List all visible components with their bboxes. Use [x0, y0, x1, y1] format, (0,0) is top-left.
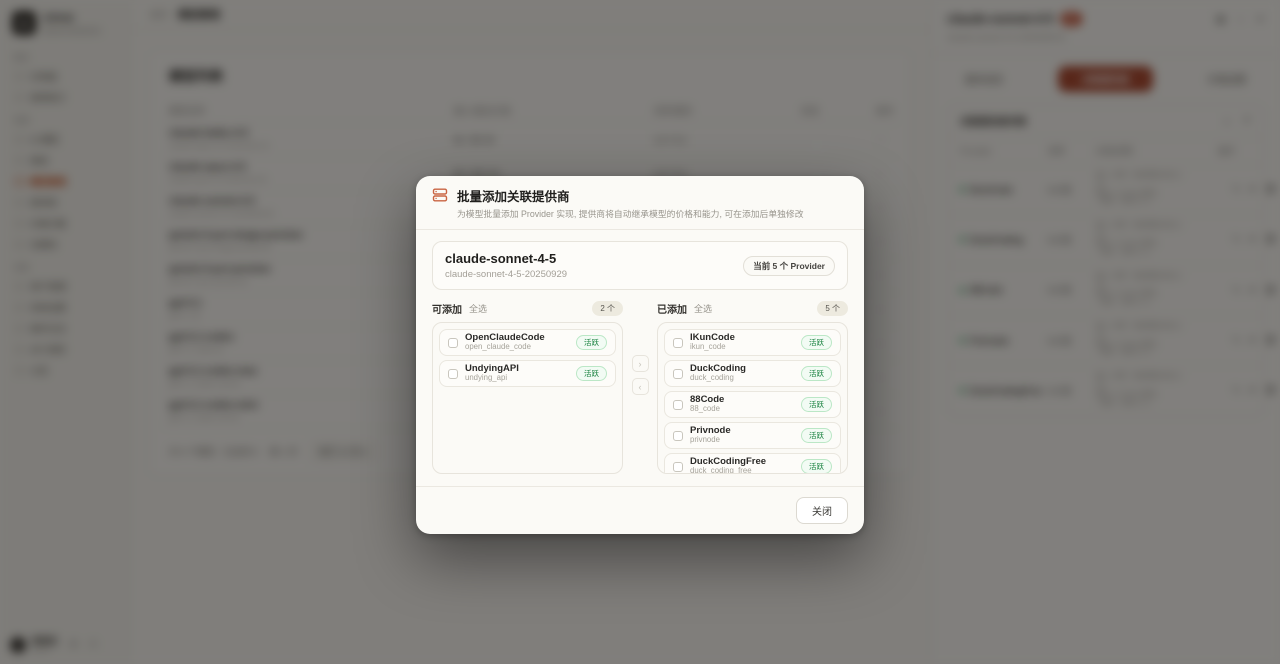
modal-footer: 关闭 — [416, 486, 864, 534]
added-provider-list: IKunCode ikun_code 活跃 DuckCoding duck_co… — [657, 322, 848, 474]
added-select-all[interactable]: 全选 — [694, 304, 713, 314]
current-provider-count-badge: 当前 5 个 Provider — [743, 255, 835, 276]
checkbox[interactable] — [673, 399, 683, 410]
checkbox[interactable] — [673, 461, 683, 472]
active-status-badge: 活跃 — [801, 366, 832, 381]
provider-name: Privnode — [690, 424, 731, 436]
close-button[interactable]: 关闭 — [796, 497, 848, 524]
checkbox[interactable] — [673, 337, 683, 348]
active-status-badge: 活跃 — [801, 459, 832, 473]
provider-name: 88Code — [690, 393, 725, 405]
stacked-rows-icon — [432, 188, 448, 202]
added-count-badge: 5 个 — [817, 301, 848, 316]
active-status-badge: 活跃 — [576, 366, 607, 381]
checkbox[interactable] — [448, 337, 458, 348]
active-status-badge: 活跃 — [801, 397, 832, 412]
provider-name: DuckCoding — [690, 362, 746, 374]
provider-option[interactable]: UndyingAPI undying_api 活跃 — [439, 360, 616, 387]
added-title: 已添加 — [657, 305, 687, 316]
provider-code: open_claude_code — [465, 342, 531, 352]
provider-code: duck_coding_free — [690, 466, 752, 474]
checkbox[interactable] — [448, 368, 458, 379]
provider-code: undying_api — [465, 373, 508, 383]
move-left-button[interactable]: ‹ — [631, 378, 649, 395]
provider-option[interactable]: Privnode privnode 活跃 — [664, 422, 841, 449]
chevron-left-icon: ‹ — [638, 381, 642, 392]
available-column: 可添加 全选 2 个 OpenClaudeCode open_claude_co… — [432, 301, 623, 474]
model-code: claude-sonnet-4-5-20250929 — [445, 269, 568, 280]
active-status-badge: 活跃 — [576, 335, 607, 350]
provider-code: 88_code — [690, 404, 720, 414]
added-column: 已添加 全选 5 个 IKunCode ikun_code 活跃 — [657, 301, 848, 474]
available-count-badge: 2 个 — [592, 301, 623, 316]
available-title: 可添加 — [432, 305, 462, 316]
provider-option[interactable]: DuckCodingFree duck_coding_free 活跃 — [664, 453, 841, 474]
provider-option[interactable]: DuckCoding duck_coding 活跃 — [664, 360, 841, 387]
modal-subtitle: 为模型批量添加 Provider 实现, 提供商将自动继承模型的价格和能力, 可… — [457, 209, 804, 219]
target-model-card: claude-sonnet-4-5 claude-sonnet-4-5-2025… — [432, 241, 848, 290]
chevron-right-icon: › — [638, 358, 642, 369]
provider-option[interactable]: IKunCode ikun_code 活跃 — [664, 329, 841, 356]
modal-body: claude-sonnet-4-5 claude-sonnet-4-5-2025… — [416, 230, 864, 474]
provider-option[interactable]: OpenClaudeCode open_claude_code 活跃 — [439, 329, 616, 356]
provider-name: IKunCode — [690, 331, 735, 343]
move-right-button[interactable]: › — [631, 355, 649, 372]
modal-title: 批量添加关联提供商 — [457, 190, 570, 204]
available-select-all[interactable]: 全选 — [469, 304, 488, 314]
model-name: claude-sonnet-4-5 — [445, 251, 557, 266]
provider-name: OpenClaudeCode — [465, 331, 545, 343]
provider-name: DuckCodingFree — [690, 455, 767, 467]
transfer-controls: › ‹ — [629, 301, 651, 474]
provider-code: ikun_code — [690, 342, 726, 352]
provider-option[interactable]: 88Code 88_code 活跃 — [664, 391, 841, 418]
provider-name: UndyingAPI — [465, 362, 519, 374]
active-status-badge: 活跃 — [801, 335, 832, 350]
provider-code: privnode — [690, 435, 720, 445]
checkbox[interactable] — [673, 368, 683, 379]
active-status-badge: 活跃 — [801, 428, 832, 443]
modal-header: 批量添加关联提供商 为模型批量添加 Provider 实现, 提供商将自动继承模… — [416, 176, 864, 230]
checkbox[interactable] — [673, 430, 683, 441]
provider-code: duck_coding — [690, 373, 734, 383]
batch-add-provider-modal: 批量添加关联提供商 为模型批量添加 Provider 实现, 提供商将自动继承模… — [416, 176, 864, 534]
available-provider-list: OpenClaudeCode open_claude_code 活跃 Undyi… — [432, 322, 623, 474]
